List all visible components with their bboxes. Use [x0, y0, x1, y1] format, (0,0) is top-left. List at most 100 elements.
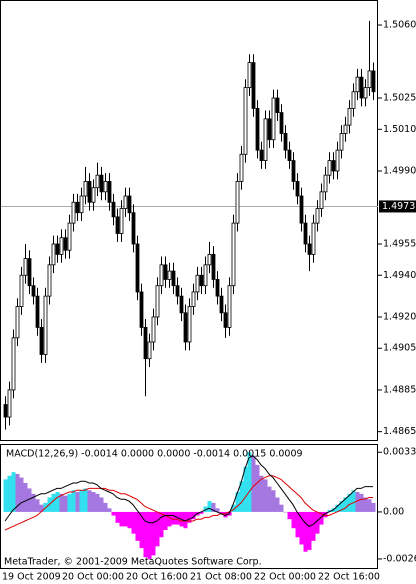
candle-body [155, 285, 160, 318]
histogram-bar [263, 479, 268, 512]
candle-body [107, 181, 112, 203]
histogram-bar [19, 477, 24, 512]
copyright: MetaTrader, © 2001-2009 MetaQuotes Softw… [4, 557, 262, 568]
candle-body [331, 160, 336, 172]
histogram-bar [63, 495, 68, 512]
candle-body [259, 149, 264, 161]
candle-body [139, 291, 144, 328]
histogram-bar [303, 511, 308, 552]
candle-body [287, 149, 292, 161]
candle-body [59, 237, 64, 255]
histogram-bar [271, 490, 276, 512]
y-tick-label: -0.0026 [383, 553, 416, 564]
candle-body [11, 337, 16, 391]
candle-body [31, 285, 36, 297]
y-tick-label: 1.5060 [383, 20, 416, 31]
candle-body [239, 153, 244, 182]
candle-body [195, 274, 200, 293]
x-tick-label: 20 Oct 00:00 [62, 572, 124, 583]
candle-body [203, 264, 208, 287]
candle-body [63, 237, 68, 251]
histogram-bar [287, 511, 292, 520]
histogram-bar [251, 455, 256, 512]
y-tick-label: 1.4885 [383, 384, 416, 395]
histogram-bar [79, 490, 84, 512]
candle-body [327, 160, 332, 176]
histogram-bar [307, 511, 312, 550]
candle-body [175, 285, 180, 297]
histogram-bar [259, 475, 264, 512]
candle-body [147, 341, 152, 360]
histogram-bar [199, 511, 204, 514]
histogram-bar [55, 492, 60, 512]
y-tick-label: 1.5025 [383, 93, 416, 104]
candle-body [95, 174, 100, 189]
candle-body [311, 222, 316, 255]
histogram-bar [299, 511, 304, 545]
histogram-bar [223, 511, 228, 518]
histogram-bar [267, 486, 272, 512]
histogram-bar [163, 511, 168, 531]
candle-body [235, 181, 240, 224]
histogram-bar [171, 511, 176, 525]
histogram-bar [23, 482, 28, 512]
price-panel [0, 0, 378, 441]
candle-body [163, 264, 168, 280]
candle-body [119, 208, 124, 234]
candle-body [243, 87, 248, 155]
histogram-bar [327, 510, 332, 512]
candle-body [123, 195, 128, 209]
candle-body [315, 208, 320, 224]
y-tick-label: 0.00 [383, 506, 404, 517]
histogram-bar [187, 511, 192, 523]
histogram-bar [95, 493, 100, 512]
histogram-bar [275, 497, 280, 512]
histogram-bar [151, 511, 156, 556]
histogram-bar [219, 511, 224, 514]
histogram-bar [119, 511, 124, 527]
candle-body [295, 181, 300, 197]
candle-body [183, 312, 188, 343]
candle-body [251, 62, 256, 109]
candle-body [323, 174, 328, 193]
x-tick-label: 21 Oct 08:00 [190, 572, 252, 583]
histogram-bar [175, 511, 180, 525]
candle-body [191, 291, 196, 307]
histogram-bar [143, 511, 148, 558]
histogram-bar [3, 479, 8, 512]
candle-body [291, 160, 296, 182]
histogram-bar [207, 501, 212, 512]
histogram-bar [215, 508, 220, 512]
candle-body [363, 87, 368, 99]
histogram-bar [235, 492, 240, 512]
histogram-bar [11, 472, 16, 512]
histogram-bar [135, 511, 140, 541]
candle-body [3, 404, 8, 418]
histogram-bar [7, 475, 12, 512]
histogram-bar [291, 511, 296, 529]
candle-body [223, 312, 228, 328]
candle-body [55, 243, 60, 255]
candle-body [343, 124, 348, 134]
histogram-bar [319, 511, 324, 525]
candle-body [347, 108, 352, 126]
histogram-bar [247, 452, 252, 512]
histogram-bar [99, 497, 104, 512]
candle-body [219, 295, 224, 314]
histogram-bar [127, 511, 132, 529]
histogram-bar [323, 511, 328, 518]
histogram-bar [159, 511, 164, 538]
candle-body [167, 270, 172, 280]
x-tick-label: 19 Oct 2009 [2, 572, 61, 583]
histogram-bar [87, 490, 92, 512]
histogram-bar [139, 511, 144, 549]
candle-body [227, 285, 232, 328]
candle-body [171, 270, 176, 287]
y-tick-label: 1.4865 [383, 426, 416, 437]
x-tick-label: 20 Oct 16:00 [126, 572, 188, 583]
candle-body [159, 264, 164, 287]
candle-body [283, 133, 288, 151]
histogram-bar [211, 502, 216, 512]
candle-body [127, 195, 132, 214]
candle-body [19, 274, 24, 307]
